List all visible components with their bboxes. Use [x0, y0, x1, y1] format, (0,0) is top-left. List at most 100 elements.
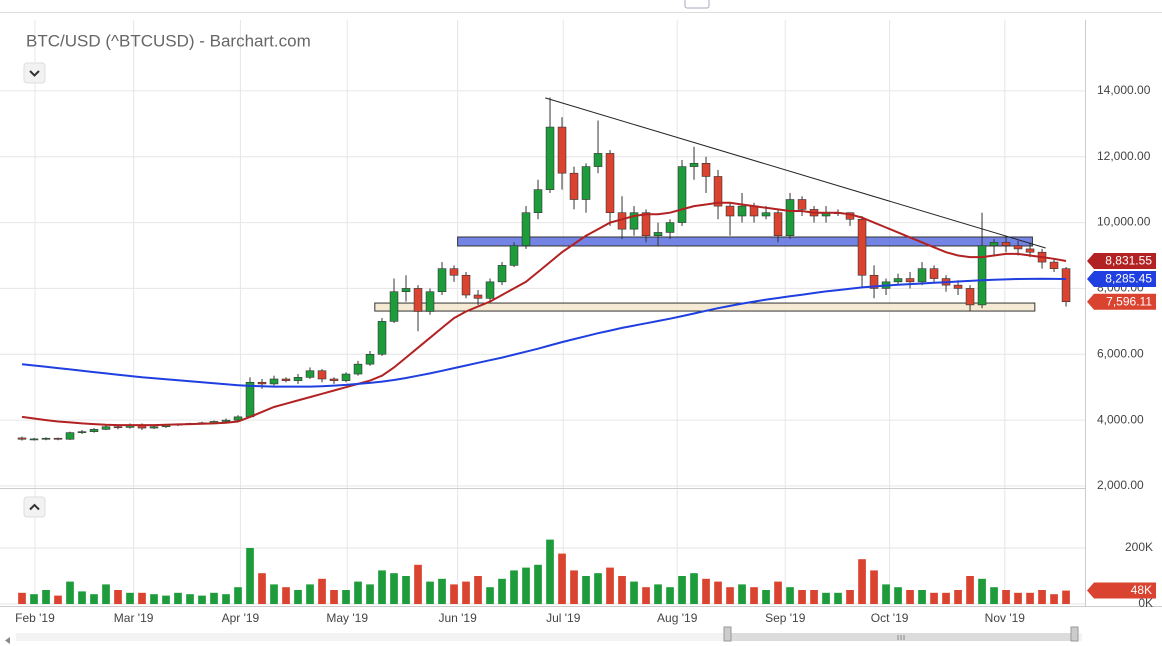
- x-tick-label: Feb '19: [15, 611, 55, 625]
- y-tick-label: 4,000.00: [1097, 412, 1144, 426]
- moving-average-line: [21, 277, 1067, 388]
- volume-bar: [906, 590, 914, 604]
- badge-label: 48K: [1131, 583, 1152, 597]
- candle-body: [569, 172, 579, 200]
- volume-bar: [1050, 594, 1058, 604]
- y-tick-label: 14,000.00: [1097, 83, 1151, 97]
- candle-body: [317, 370, 327, 380]
- trendline: [545, 97, 1046, 249]
- candle-body: [929, 268, 939, 279]
- volume-bar: [870, 570, 878, 604]
- volume-bar: [726, 587, 734, 604]
- volume-bar: [966, 576, 974, 604]
- button-box[interactable]: [23, 496, 46, 518]
- candle-body: [701, 163, 711, 177]
- candle-body: [977, 245, 987, 306]
- volume-bar: [1062, 590, 1070, 604]
- candle-body: [329, 378, 339, 381]
- grid-layer: [0, 20, 1085, 605]
- candle-body: [425, 291, 435, 312]
- collapse-price-button[interactable]: [23, 62, 46, 84]
- candle-body: [389, 291, 399, 322]
- volume-tick-label: 200K: [1125, 540, 1153, 554]
- candle-body: [1013, 245, 1023, 250]
- candle-body: [293, 377, 303, 381]
- candle-body: [641, 212, 651, 237]
- candle-body: [713, 176, 723, 207]
- badge-shape: [1087, 293, 1156, 310]
- volume-bar: [138, 592, 146, 604]
- scroll-arrow-left[interactable]: [5, 637, 10, 644]
- volume-bar: [630, 581, 638, 604]
- candle-body: [737, 205, 747, 217]
- volume-bar: [450, 584, 458, 604]
- x-tick-label: Jul '19: [546, 611, 581, 625]
- candle-body: [437, 268, 447, 293]
- x-tick-label: May '19: [326, 611, 368, 625]
- scrollbar[interactable]: [5, 626, 1082, 644]
- candle-body: [905, 278, 915, 283]
- volume-bar: [222, 594, 230, 604]
- candle-body: [341, 373, 351, 381]
- candle-body: [221, 419, 231, 422]
- scroll-grip: [897, 635, 905, 640]
- moving-average-badge: 8,831.55: [1087, 253, 1156, 270]
- volume-bar: [738, 584, 746, 604]
- candle-body: [629, 212, 639, 230]
- volume-bar: [642, 587, 650, 604]
- volume-bar: [786, 587, 794, 604]
- candle-body: [89, 429, 99, 432]
- scroll-rail[interactable]: [16, 633, 1082, 641]
- candle-body: [257, 381, 267, 385]
- volume-bar: [366, 584, 374, 604]
- volume-bar: [930, 592, 938, 604]
- candle-body: [521, 212, 531, 246]
- volume-bar: [510, 570, 518, 604]
- candle-body: [665, 222, 675, 233]
- candle-body: [65, 432, 75, 440]
- volume-bar: [810, 590, 818, 604]
- candle-body: [761, 212, 771, 217]
- candle-body: [989, 242, 999, 246]
- toolbar-button[interactable]: [684, 0, 710, 9]
- scroll-handle-left[interactable]: [723, 626, 732, 642]
- mark-layer: [17, 97, 1071, 604]
- y-tick-label: 10,000.00: [1097, 215, 1151, 229]
- volume-bar: [702, 578, 710, 604]
- volume-bar: [558, 553, 566, 604]
- volume-bar: [594, 573, 602, 604]
- x-tick-label: Apr '19: [222, 611, 260, 625]
- candle-body: [233, 416, 243, 421]
- volume-bar: [258, 573, 266, 604]
- candle-body: [1025, 248, 1035, 253]
- scroll-handle-right[interactable]: [1070, 626, 1079, 642]
- volume-bar: [186, 594, 194, 604]
- button-box[interactable]: [23, 62, 46, 84]
- volume-bar: [246, 548, 254, 604]
- volume-bar: [846, 590, 854, 604]
- collapse-volume-button[interactable]: [23, 496, 46, 518]
- volume-bar: [378, 570, 386, 604]
- volume-bar: [294, 590, 302, 604]
- moving-average-line: [21, 201, 1067, 427]
- candle-body: [245, 381, 255, 418]
- volume-bar: [822, 592, 830, 604]
- volume-bar: [318, 578, 326, 604]
- candle-body: [377, 321, 387, 355]
- volume-bar: [1026, 592, 1034, 604]
- candle-body: [593, 153, 603, 167]
- badge-label: 8,831.55: [1105, 254, 1152, 268]
- candle-body: [533, 189, 543, 213]
- support-zone: [374, 302, 1036, 312]
- volume-bar: [834, 592, 842, 604]
- volume-bar: [606, 567, 614, 604]
- x-tick-label: Jun '19: [438, 611, 477, 625]
- x-tick-label: Mar '19: [114, 611, 154, 625]
- volume-bar: [1038, 590, 1046, 604]
- x-tick-label: Aug '19: [657, 611, 698, 625]
- x-tick-label: Sep '19: [765, 611, 806, 625]
- volume-bar: [210, 592, 218, 604]
- volume-bar: [18, 592, 26, 604]
- y-tick-label: 12,000.00: [1097, 149, 1151, 163]
